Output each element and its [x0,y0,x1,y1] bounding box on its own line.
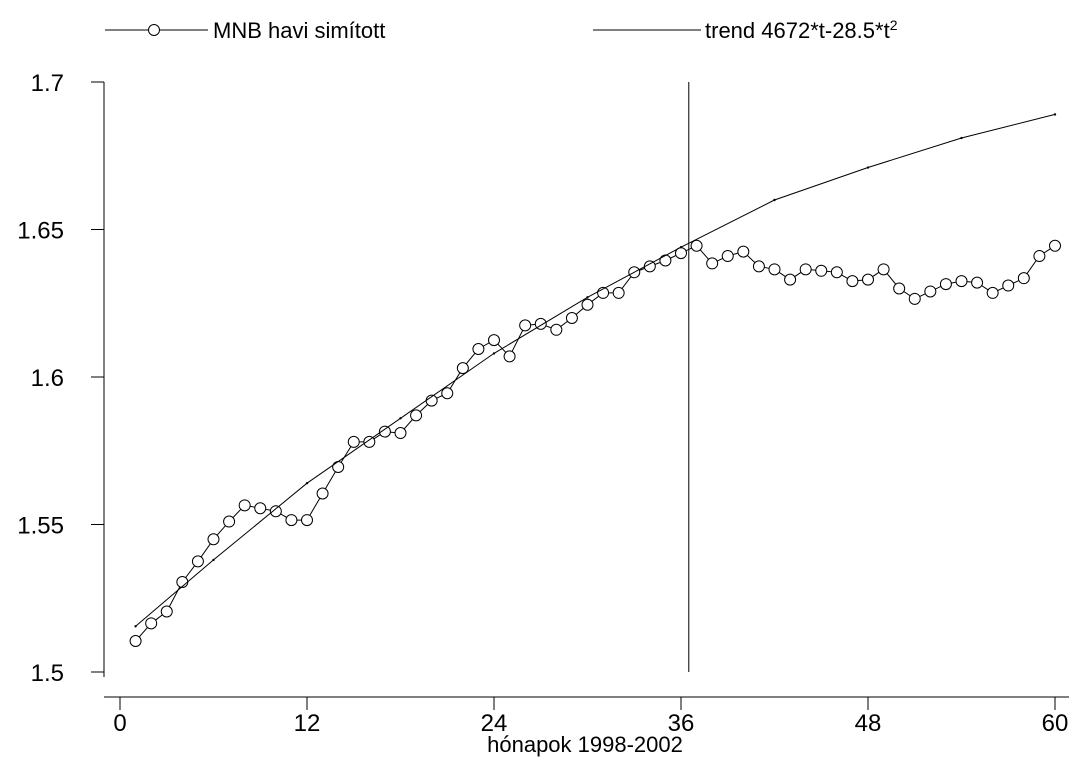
data-point-mnb [285,514,298,527]
data-point-mnb [846,275,859,288]
data-point-mnb [441,387,454,400]
data-point-mnb [706,257,719,270]
data-point-mnb [986,286,999,299]
legend-item-mnb: MNB havi simított [105,18,385,43]
data-point-mnb [893,282,906,295]
data-point-mnb [955,275,968,288]
x-tick-label: 24 [481,710,508,737]
data-point-mnb [332,460,345,473]
y-tick-label: 1.55 [17,513,64,540]
data-point-trend [1053,113,1057,116]
data-point-mnb [877,263,890,276]
data-point-mnb [238,499,251,512]
data-point-mnb [363,435,376,448]
legend-label-trend-text: trend 4672*t-28.5*t [705,18,890,43]
data-point-mnb [472,342,485,355]
data-point-mnb [690,239,703,252]
data-point-mnb [254,502,267,515]
data-point-mnb [1033,250,1046,263]
y-tick-label: 1.65 [17,218,64,245]
data-point-mnb [752,260,765,273]
data-point-trend [866,166,870,169]
y-tick-label: 1.5 [31,660,64,687]
x-tick-label: 48 [855,710,882,737]
data-point-mnb [799,263,812,276]
legend-label-trend: trend 4672*t-28.5*t2 [705,17,898,43]
data-point-mnb [939,278,952,291]
data-point-trend [492,352,496,355]
data-point-trend [586,296,589,299]
data-point-mnb [1017,272,1030,285]
data-point-mnb [612,286,625,299]
data-point-trend [773,198,776,202]
x-tick-label: 60 [1042,710,1069,737]
data-point-mnb [503,350,516,363]
x-tick-label: 0 [113,710,126,737]
series-layer [129,113,1061,648]
legend-label-trend-superscript: 2 [890,17,898,33]
data-point-mnb [971,276,984,289]
data-point-mnb [301,514,313,527]
data-point-mnb [721,250,734,263]
data-point-mnb [581,298,594,311]
series-line-trend [135,113,1056,627]
data-point-mnb [378,425,391,438]
series-line-mnb [135,245,1056,642]
ticks-layer: 1.5 1.55 1.6 1.65 1.7 0 12 24 36 48 60 [17,70,1068,737]
legend: MNB havi simított trend 4672*t-28.5*t2 [105,17,898,43]
data-point-mnb [659,254,672,267]
data-point-trend [679,246,683,249]
data-point-mnb [565,312,578,324]
data-point-mnb [456,362,469,375]
data-point-trend [212,558,215,562]
data-point-mnb [207,533,220,546]
data-point-mnb [129,635,142,648]
data-point-mnb [924,285,937,298]
y-tick-label: 1.7 [31,70,64,97]
data-point-mnb [394,427,407,440]
data-point-trend [134,625,137,628]
data-point-mnb [347,435,360,448]
data-point-mnb [862,273,874,286]
data-point-mnb [145,617,158,630]
data-point-mnb [223,515,236,528]
data-point-mnb [737,245,750,258]
data-point-mnb [784,273,797,286]
legend-label-mnb: MNB havi simított [213,18,385,43]
x-tick-label: 12 [294,710,321,737]
data-point-mnb [908,292,921,305]
data-point-trend [960,136,963,140]
legend-marker-mnb [148,24,160,36]
legend-item-trend: trend 4672*t-28.5*t2 [593,17,898,43]
data-point-mnb [410,409,423,422]
x-axis-label: hónapok 1998-2002 [487,732,683,757]
data-point-mnb [488,334,500,347]
y-tick-label: 1.6 [31,365,64,392]
data-point-mnb [830,266,843,279]
data-point-trend [305,482,309,485]
x-tick-label: 36 [668,710,695,737]
data-point-mnb [1002,279,1015,292]
data-point-mnb [191,555,204,568]
data-point-mnb [269,505,282,518]
data-point-mnb [768,263,781,276]
data-point-mnb [160,605,173,618]
data-point-mnb [815,264,828,277]
data-point-mnb [550,323,563,336]
data-point-mnb [316,487,329,500]
data-point-mnb [519,319,532,332]
data-point-trend [399,417,402,420]
data-point-mnb [1049,239,1061,252]
